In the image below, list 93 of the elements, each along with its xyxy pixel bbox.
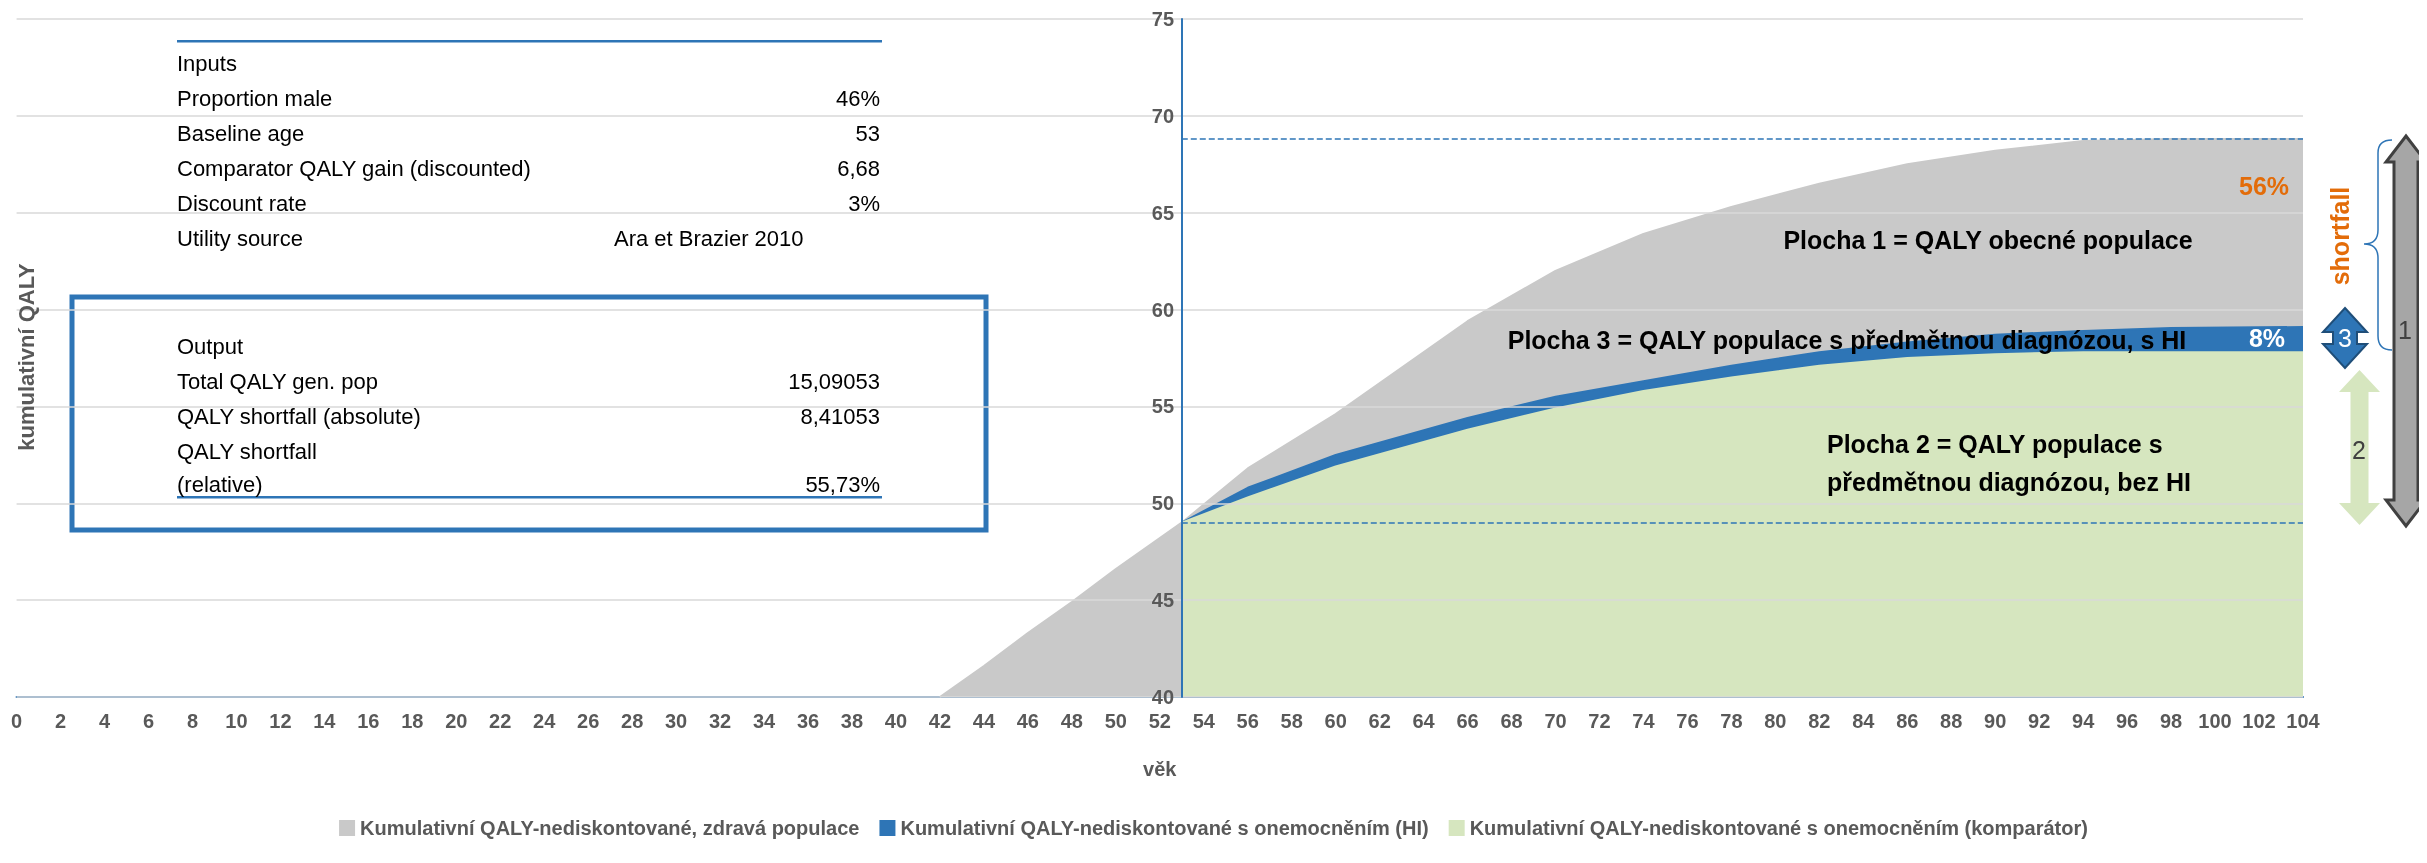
annotation: Plocha 1 = QALY obecné populace: [1783, 226, 2193, 254]
annotation: 6,68: [837, 155, 880, 181]
x-tick-label: 38: [840, 710, 864, 732]
x-tick-label: 92: [2028, 710, 2051, 732]
legend-label: Kumulativní QALY-nediskontované s onemocněním (komparátor): [1469, 817, 2088, 839]
x-tick-label: 6: [142, 710, 155, 732]
annotation: 15,09053: [788, 368, 880, 394]
annotation: 3%: [848, 190, 880, 216]
x-tick-label: 66: [1456, 710, 1479, 732]
x-tick-label: 70: [1544, 710, 1567, 732]
x-tick-label: 86: [1896, 710, 1919, 732]
x-tick-label: 2: [54, 710, 67, 732]
annotation: Plocha 2 = QALY populace s předmětnou diagnózou, bez HI: [1827, 430, 2191, 496]
annotation: 53: [855, 120, 880, 146]
x-tick-label: 100: [2198, 710, 2232, 732]
x-tick-label: 98: [2159, 710, 2183, 732]
legend-label: Kumulativní QALY-nediskontované s onemocněním (HI): [900, 817, 1429, 839]
x-tick-label: 88: [1940, 710, 1963, 732]
x-tick-label: 44: [972, 710, 996, 732]
x-tick-label: 34: [752, 710, 777, 732]
y-tick-label: 60: [1151, 298, 1175, 321]
x-tick-label: 42: [928, 710, 952, 732]
x-tick-label: 74: [1632, 710, 1656, 732]
x-axis-title: věk: [1143, 758, 1178, 780]
y-axis-title: kumulativní QALY: [13, 262, 39, 451]
x-tick-label: 94: [2072, 710, 2096, 732]
x-tick-label: 56: [1236, 710, 1259, 732]
x-tick-label: 32: [708, 710, 732, 732]
x-tick-label: 84: [1852, 710, 1876, 732]
x-tick-label: 52: [1148, 710, 1171, 732]
y-tick-label: 55: [1151, 395, 1175, 418]
annotation: Ara et Brazier 2010: [614, 225, 804, 251]
annotation: Inputs: [177, 50, 237, 76]
x-tick-label: 90: [1984, 710, 2007, 732]
annotation: Utility source: [177, 225, 303, 251]
x-tick-label: 68: [1500, 710, 1523, 732]
legend-label: Kumulativní QALY-nediskontované, zdravá populace: [360, 817, 860, 839]
x-tick-label: 82: [1808, 710, 1831, 732]
x-tick-label: 18: [401, 710, 424, 732]
x-tick-label: 96: [2116, 710, 2139, 732]
annotation: 46%: [835, 85, 880, 111]
x-tick-label: 54: [1192, 710, 1216, 732]
x-tick-label: 64: [1412, 710, 1436, 732]
y-tick-label: 75: [1151, 8, 1175, 30]
x-tick-label: 0: [11, 710, 23, 732]
y-tick-label: 40: [1151, 686, 1175, 708]
text: 3: [2338, 324, 2352, 352]
x-tick-label: 26: [577, 710, 600, 732]
x-tick-label: 50: [1104, 710, 1127, 732]
text: shortfall: [2326, 186, 2354, 286]
x-tick-label: 78: [1720, 710, 1743, 732]
x-tick-label: 16: [357, 710, 380, 732]
x-tick-label: 40: [884, 710, 908, 732]
x-tick-label: 76: [1676, 710, 1699, 732]
annotation: 55,73%: [805, 471, 880, 497]
x-tick-label: 8: [186, 710, 198, 732]
y-tick-label: 70: [1151, 104, 1175, 127]
x-tick-label: 102: [2242, 710, 2276, 732]
x-tick-label: 48: [1060, 710, 1083, 732]
text: 2: [2352, 436, 2366, 464]
x-tick-label: 14: [313, 710, 337, 732]
x-tick-label: 36: [796, 710, 820, 732]
annotation: Baseline age: [177, 120, 305, 146]
annotation: QALY shortfall: [177, 438, 317, 464]
x-tick-label: 22: [489, 710, 512, 732]
x-tick-label: 104: [2286, 710, 2321, 732]
x-tick-label: 58: [1280, 710, 1303, 732]
annotation: QALY shortfall (absolute): [177, 403, 421, 429]
y-tick-label: 50: [1151, 492, 1175, 515]
x-tick-label: 24: [533, 710, 557, 732]
y-tick-label: 65: [1151, 201, 1175, 224]
x-tick-label: 80: [1764, 710, 1787, 732]
annotation: 8,41053: [800, 403, 880, 429]
text: 1: [2398, 316, 2412, 344]
x-tick-label: 62: [1368, 710, 1391, 732]
x-tick-label: 30: [664, 710, 688, 732]
annotation: 56%: [2238, 172, 2290, 200]
annotation: (relative): [177, 471, 263, 497]
annotation: Output: [177, 333, 244, 359]
x-tick-label: 12: [269, 710, 292, 732]
x-tick-label: 10: [225, 710, 248, 732]
annotation: Total QALY gen. pop: [177, 368, 378, 394]
x-tick-label: 4: [98, 710, 111, 732]
annotation: Proportion male: [177, 85, 333, 111]
annotation: 8%: [2248, 324, 2286, 352]
x-tick-label: 20: [445, 710, 468, 732]
x-tick-label: 60: [1324, 710, 1347, 732]
annotation: Comparator QALY gain (discounted): [177, 155, 531, 181]
x-tick-label: 46: [1016, 710, 1039, 732]
x-tick-label: 28: [621, 710, 644, 732]
y-tick-label: 45: [1151, 589, 1175, 612]
annotation: Discount rate: [177, 190, 307, 216]
x-tick-label: 72: [1588, 710, 1611, 732]
